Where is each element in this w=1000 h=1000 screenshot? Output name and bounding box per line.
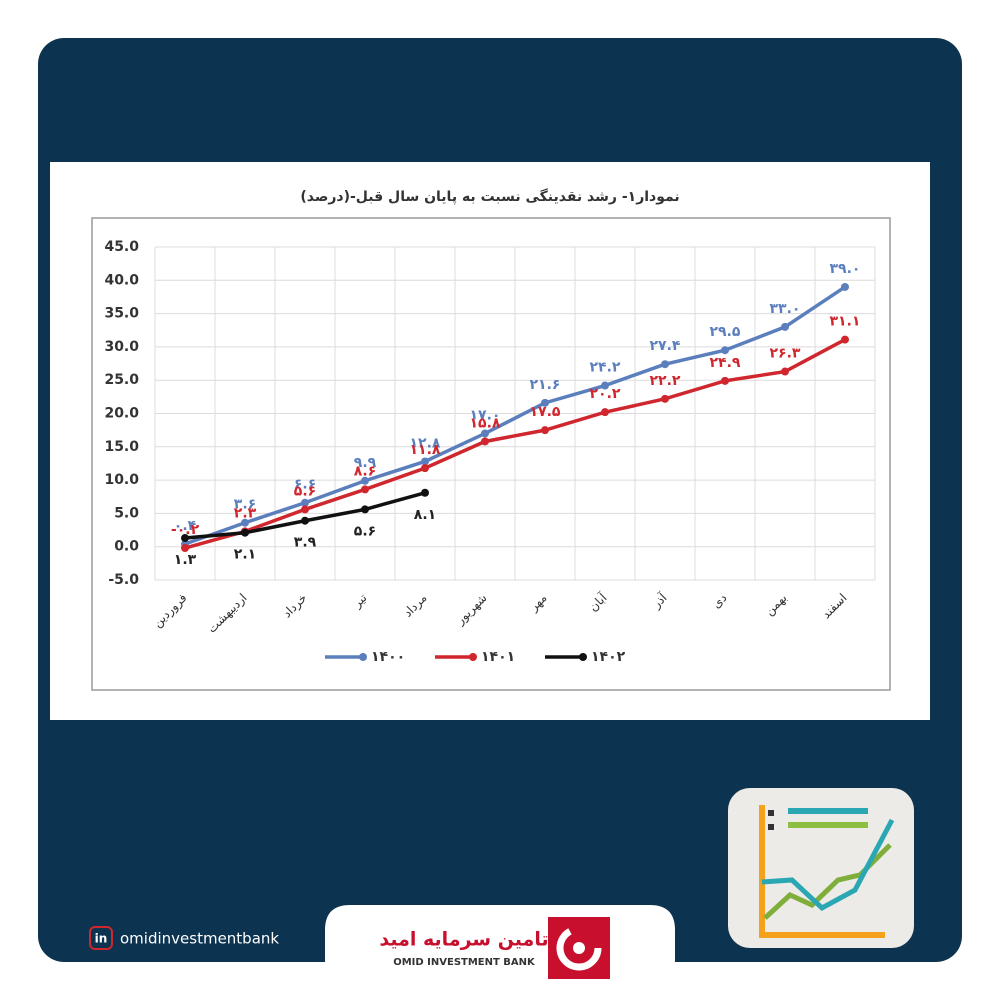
icon-axes [759, 805, 885, 938]
data-point [421, 464, 429, 473]
data-label: ۱۱.۸ [410, 442, 441, 458]
icon-line [761, 818, 895, 912]
legend-label: ۱۴۰۱ [481, 649, 515, 665]
legend-dot [359, 653, 367, 661]
data-label: ۳.۶ [234, 497, 256, 513]
data-point [301, 498, 309, 507]
data-label: ۲.۱ [234, 547, 256, 563]
data-label: ۳.۹ [294, 535, 317, 551]
data-label: ۲۲.۲ [650, 373, 681, 389]
data-label: ۲۹.۵ [710, 324, 741, 340]
data-point [841, 282, 849, 291]
linkedin-icon [89, 926, 113, 950]
logo-text-fa: تامین سرمایه امید [379, 929, 548, 951]
icon-bar [788, 822, 868, 828]
y-tick-label: -5.0 [108, 572, 139, 588]
data-label: ۲۶.۳ [770, 346, 801, 362]
data-label: ۲۴.۹ [710, 355, 741, 371]
data-label: ۶.۶ [294, 477, 316, 493]
data-label: -۰.۲ [171, 522, 200, 538]
data-point [781, 322, 789, 331]
data-point [481, 437, 489, 446]
icon-bullet [768, 810, 774, 816]
legend-label: ۱۴۰۲ [591, 649, 626, 665]
y-tick-label: 0.0 [114, 539, 139, 555]
logo-ring [556, 925, 602, 971]
series-line [184, 338, 846, 550]
data-point [301, 505, 309, 514]
data-point [661, 394, 669, 403]
data-label: ۵.۶ [354, 523, 376, 539]
data-point [301, 516, 309, 525]
data-label: ۸.۱ [414, 507, 436, 523]
data-label: ۲۷.۴ [650, 338, 681, 354]
data-label: ۸.۶ [354, 463, 376, 479]
y-tick-label: 10.0 [104, 472, 139, 488]
data-point [241, 518, 249, 527]
icon-bullet [768, 824, 774, 830]
data-point [781, 367, 789, 376]
y-tick-label: 15.0 [104, 439, 139, 455]
data-point [601, 381, 609, 390]
data-point [181, 534, 189, 543]
series-line [184, 285, 846, 546]
data-label: ۳۱.۱ [830, 314, 861, 330]
data-label: ۳۹.۰ [830, 261, 861, 277]
data-label: ۲۱.۶ [530, 377, 561, 393]
legend-label: ۱۴۰۰ [371, 649, 405, 665]
data-point [421, 488, 429, 497]
data-point [541, 426, 549, 435]
data-label: ۱.۳ [174, 552, 197, 568]
data-label: ۱۷.۰ [470, 407, 501, 423]
logo-dot [573, 942, 585, 954]
linkedin-glyph: in [95, 932, 108, 946]
data-point [841, 335, 849, 344]
y-tick-label: 30.0 [104, 339, 139, 355]
data-point [361, 505, 369, 514]
social-handle: omidinvestmentbank [120, 930, 279, 948]
legend-dot [579, 653, 587, 661]
y-tick-label: 45.0 [104, 239, 139, 255]
data-point [421, 457, 429, 466]
y-tick-label: 20.0 [104, 406, 139, 422]
icon-bar [788, 808, 868, 814]
data-label: ۹.۹ [354, 455, 377, 471]
data-point [361, 476, 369, 485]
data-label: ۱۲.۸ [410, 435, 441, 451]
data-point [721, 346, 729, 355]
data-point [601, 408, 609, 417]
data-point [541, 398, 549, 407]
data-point [181, 544, 189, 553]
data-label: ۲۰.۲ [590, 386, 621, 402]
chart-frame [91, 217, 891, 691]
data-label: ۱۷.۵ [530, 404, 561, 420]
data-label: ۰.۴ [174, 518, 197, 534]
y-tick-label: 5.0 [114, 505, 139, 521]
data-point [661, 360, 669, 369]
data-label: ۳۳.۰ [770, 301, 801, 317]
y-tick-label: 25.0 [104, 372, 139, 388]
data-label: ۲.۳ [234, 505, 257, 521]
data-point [241, 528, 249, 537]
y-tick-label: 40.0 [104, 272, 139, 288]
data-label: ۵.۶ [294, 483, 316, 499]
y-tick-label: 35.0 [104, 306, 139, 322]
data-label: ۲۴.۲ [590, 360, 621, 376]
data-point [361, 485, 369, 494]
legend-dot [469, 653, 477, 661]
data-point [721, 376, 729, 385]
logo-text-en: OMID INVESTMENT BANK [393, 957, 536, 968]
chart-title: نمودار۱- رشد نقدینگی نسبت به پایان سال ق… [300, 188, 679, 205]
data-point [481, 429, 489, 438]
data-label: ۱۵.۸ [470, 415, 501, 431]
